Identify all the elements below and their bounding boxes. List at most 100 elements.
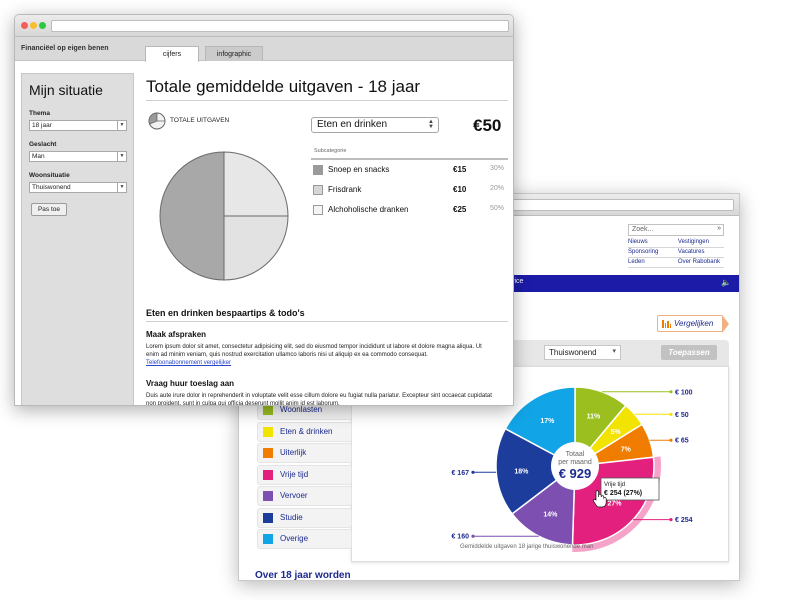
- slice-percent-label: 18%: [514, 468, 529, 475]
- apply-button[interactable]: Toepassen: [661, 345, 717, 360]
- callout-amount: € 50: [675, 412, 689, 419]
- pie-center-label: Totaal: [566, 451, 585, 458]
- pie-slice: [495, 427, 577, 515]
- subcategory-amount: €25: [453, 205, 467, 214]
- category-label: Overige: [280, 534, 309, 543]
- link-nieuws[interactable]: Nieuws: [628, 239, 648, 245]
- legend-label: TOTALE UITGAVEN: [170, 117, 230, 124]
- callout-dot: [669, 438, 673, 442]
- slice-percent-label: 7%: [621, 446, 632, 453]
- geslacht-select[interactable]: Man ▼: [29, 151, 127, 162]
- category-swatch: [263, 491, 273, 501]
- callout-dot: [471, 534, 475, 538]
- category-label: Eten & drinken: [280, 426, 333, 436]
- woonsituatie-sidebar-select[interactable]: Thuiswonend ▼: [29, 182, 127, 193]
- speaker-icon[interactable]: 🔈: [721, 278, 731, 287]
- chevron-down-icon: ▾: [612, 348, 616, 355]
- pie-chart-icon: [148, 112, 166, 130]
- tip-title: Maak afspraken: [146, 330, 207, 339]
- thema-select-value: 18 jaar: [32, 122, 52, 129]
- woonsituatie-select[interactable]: Thuiswonend ▾: [544, 345, 621, 360]
- front-address-bar[interactable]: [51, 20, 509, 32]
- tab-infographic[interactable]: infographic: [205, 46, 263, 61]
- apply-filter-button[interactable]: Pas toe: [31, 203, 67, 216]
- slice-percent-label: 14%: [543, 512, 558, 519]
- top-links-row: Sponsoring Vacatures: [628, 248, 724, 258]
- back-address-bar[interactable]: [509, 199, 734, 211]
- category-item[interactable]: Eten & drinken: [257, 421, 352, 442]
- subcategory-percent: 30%: [489, 165, 504, 172]
- category-item[interactable]: Uiterlijk: [257, 443, 352, 463]
- chevron-down-icon: ▼: [117, 152, 126, 161]
- category-item[interactable]: Vervoer: [257, 486, 352, 506]
- woonsituatie-label: Woonsituatie: [29, 172, 70, 179]
- maximize-window-button[interactable]: [39, 22, 46, 29]
- pie-slice: [223, 215, 289, 281]
- category-label: Woonlasten: [280, 405, 323, 414]
- subcategory-row: Frisdrank €10 20%: [311, 181, 508, 201]
- search-input[interactable]: Zoek... »: [628, 224, 724, 236]
- category-item[interactable]: Overige: [257, 529, 352, 549]
- tip-text: Duis aute irure dolor in reprehenderit i…: [146, 393, 492, 406]
- search-button[interactable]: »: [717, 225, 721, 232]
- tab-cijfers[interactable]: cijfers: [145, 46, 199, 62]
- thema-select[interactable]: 18 jaar ▼: [29, 120, 127, 131]
- category-item[interactable]: Vrije tijd: [257, 464, 352, 485]
- category-label: Vervoer: [280, 491, 308, 500]
- close-window-button[interactable]: [21, 22, 28, 29]
- callout-dot: [669, 412, 673, 416]
- bar-chart-icon: [662, 320, 671, 328]
- category-item[interactable]: Studie: [257, 507, 352, 528]
- pie-center-value: € 929: [559, 466, 592, 481]
- callout-amount: € 167: [451, 470, 469, 477]
- situation-sidebar: Mijn situatie Thema 18 jaar ▼ Geslacht M…: [21, 73, 134, 405]
- slice-percent-label: 27%: [607, 500, 622, 507]
- slice-percent-label: 17%: [540, 418, 555, 425]
- tip-text: Lorem ipsum dolor sit amet, consectetur …: [146, 343, 496, 367]
- callout-dot: [669, 390, 673, 394]
- category-dropdown[interactable]: Eten en drinken ▲ ▼: [311, 117, 439, 133]
- category-swatch: [263, 426, 273, 437]
- category-label: Studie: [280, 512, 303, 522]
- link-vacatures[interactable]: Vacatures: [677, 249, 705, 255]
- callout-amount: € 254: [675, 517, 693, 524]
- subcategory-swatch: [313, 165, 323, 175]
- category-label: Uiterlijk: [280, 448, 307, 457]
- category-list: Woonlasten Eten & drinken Uiterlijk Vrije t…: [257, 400, 352, 551]
- front-window-titlebar: [15, 15, 513, 37]
- minimize-window-button[interactable]: [30, 22, 37, 29]
- chevron-down-icon: ▼: [117, 121, 126, 130]
- nav-item-service[interactable]: vice: [511, 278, 524, 285]
- tooltip-title: Vrije tijd: [604, 482, 625, 488]
- link-sponsoring[interactable]: Sponsoring: [628, 249, 659, 255]
- callout-amount: € 100: [675, 389, 693, 396]
- chevron-down-icon: ▼: [117, 183, 126, 192]
- up-down-arrows-icon: ▲ ▼: [428, 119, 434, 130]
- tip-link[interactable]: Telefoonabonnement vergelijker: [146, 360, 232, 366]
- section-divider: [146, 321, 508, 322]
- slice-percent-label: 11%: [587, 414, 601, 421]
- subcategory-swatch: [313, 205, 323, 215]
- link-over-rabobank[interactable]: Over Rabobank: [677, 259, 720, 265]
- page-title: Totale gemiddelde uitgaven - 18 jaar: [146, 77, 421, 96]
- pie-slice: [504, 386, 576, 468]
- subcategory-amount: €15: [453, 165, 467, 174]
- subcategory-amount: €10: [453, 185, 467, 194]
- title-divider: [146, 100, 508, 101]
- main-nav-bar: vice 🔈: [511, 275, 739, 292]
- tooltip-box: [600, 477, 660, 501]
- chart-caption: Gemiddelde uitgaven 18 jarige thuiswonen…: [460, 544, 594, 550]
- link-leden[interactable]: Leden: [628, 259, 645, 265]
- vergelijken-button[interactable]: Vergelijken: [657, 315, 729, 333]
- callout-dot: [669, 518, 673, 522]
- pie-slice: [159, 151, 225, 281]
- category-total: €50: [473, 116, 502, 135]
- link-vestigingen[interactable]: Vestigingen: [677, 239, 709, 245]
- top-links-row: Nieuws Vestigingen: [628, 238, 724, 248]
- subcategory-pie-chart: [159, 151, 289, 281]
- tip-title: Vraag huur toeslag aan: [146, 379, 235, 388]
- subcategory-swatch: [313, 185, 323, 195]
- geslacht-label: Geslacht: [29, 141, 57, 148]
- callout-amount: € 160: [451, 534, 469, 541]
